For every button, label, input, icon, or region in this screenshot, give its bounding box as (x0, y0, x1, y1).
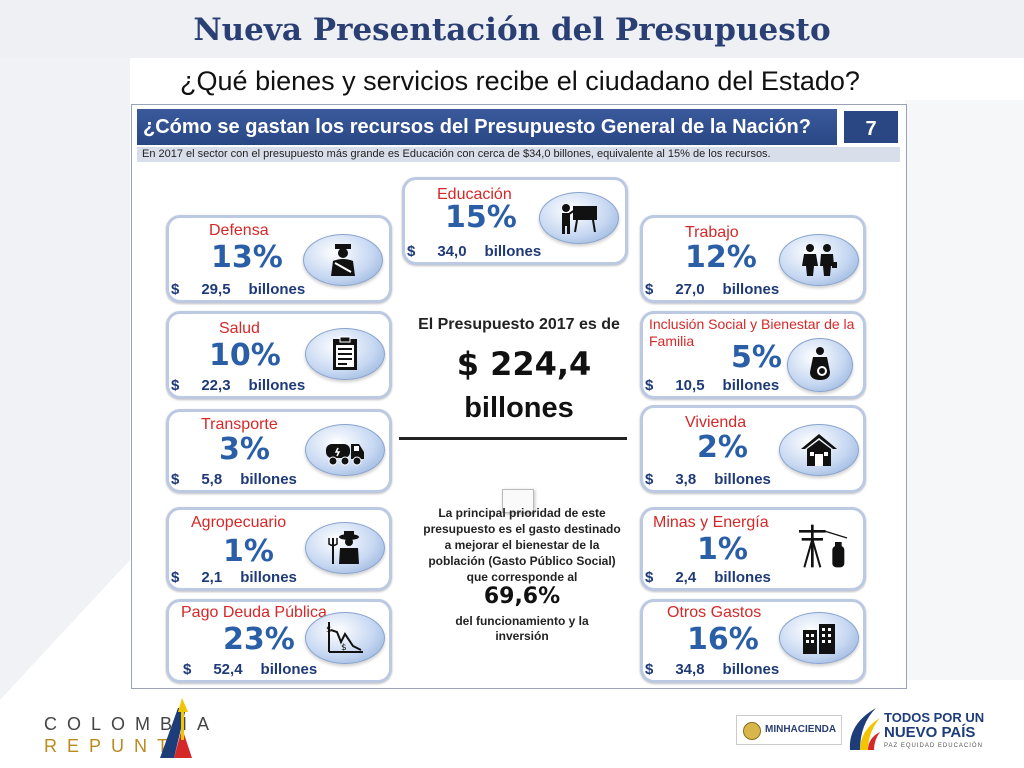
colombia-repunta-logo: COLOMBIA REPUNTA (44, 698, 214, 760)
sector-amount: $2,1 billones (171, 569, 297, 586)
pregnant-woman-icon (787, 338, 853, 392)
sector-card-agropecuario: Agropecuario 1% $2,1 billones (166, 507, 392, 591)
sector-amount: $2,4 billones (645, 569, 771, 586)
sector-percent: 2% (697, 430, 748, 465)
svg-text:$: $ (341, 643, 347, 653)
teacher-icon (539, 192, 619, 244)
total-budget-heading: El Presupuesto 2017 es de (418, 316, 620, 333)
sector-amount: $3,8 billones (645, 471, 771, 488)
arrow-logo-icon (160, 698, 192, 758)
sector-percent: 12% (685, 240, 757, 275)
sector-percent: 1% (697, 532, 748, 567)
sector-name: Salud (219, 320, 260, 337)
sector-name: Inclusión Social y Bienestar de la Famil… (649, 316, 855, 349)
seal-icon (743, 722, 761, 740)
sector-card-salud: Salud 10% $22,3 billones (166, 311, 392, 399)
sector-name: Educación (437, 186, 512, 203)
sector-percent: 16% (687, 622, 759, 657)
divider-line (399, 437, 627, 440)
sector-name: Pago Deuda Pública (181, 604, 327, 621)
infographic-number: 7 (842, 109, 900, 145)
sector-name: Minas y Energía (653, 514, 769, 531)
sector-amount: $34,8 billones (645, 661, 780, 678)
soldier-icon (303, 234, 383, 286)
sector-name: Transporte (201, 416, 278, 433)
clipboard-icon (305, 328, 385, 380)
farmer-icon (305, 522, 385, 574)
social-spending-share: 69,6% (483, 584, 561, 609)
minhacienda-logo: MINHACIENDA (736, 715, 842, 745)
power-tower-icon (783, 520, 861, 570)
sector-percent: 15% (445, 200, 517, 235)
sector-card-trabajo: Trabajo 12% $27,0 billones (640, 215, 866, 303)
sector-amount: $52,4 billones (183, 661, 318, 678)
svg-text:$: $ (326, 625, 332, 635)
placeholder-box (502, 489, 534, 513)
sector-card-transporte: Transporte 3% $5,8 billones (166, 409, 392, 493)
truck-icon (305, 424, 385, 476)
sector-amount: $22,3 billones (171, 377, 306, 394)
buildings-icon (779, 612, 859, 664)
sector-card-inclusion-social: Inclusión Social y Bienestar de la Famil… (640, 311, 866, 399)
sector-percent: 5% (731, 340, 782, 375)
sector-card-educacion: Educación 15% $34,0 billones (402, 177, 628, 265)
todos-por-un-nuevo-pais-logo: TODOS POR UN NUEVO PAÍS PAZ EQUIDAD EDUC… (846, 702, 984, 758)
debt-chart-icon: $ $ (305, 612, 385, 664)
sector-amount: $5,8 billones (171, 471, 297, 488)
sector-name: Defensa (209, 222, 269, 239)
sector-name: Trabajo (685, 224, 739, 241)
total-budget-unit: billones (464, 392, 574, 424)
priority-text: La principal prioridad de este presupues… (423, 506, 621, 584)
sector-card-minas-energia: Minas y Energía 1% $2,4 billones (640, 507, 866, 591)
sector-percent: 3% (219, 432, 270, 467)
sector-name: Otros Gastos (667, 604, 762, 621)
sector-amount: $27,0 billones (645, 281, 780, 298)
slide-title: Nueva Presentación del Presupuesto (193, 12, 831, 48)
sector-card-otros-gastos: Otros Gastos 16% $34,8 billones (640, 599, 866, 683)
slide-subtitle: ¿Qué bienes y servicios recibe el ciudad… (180, 66, 860, 96)
total-budget-value: $ 224,4 (456, 345, 592, 383)
sector-name: Vivienda (685, 414, 747, 431)
infographic-heading: ¿Cómo se gastan los recursos del Presupu… (137, 109, 837, 145)
sector-percent: 1% (223, 534, 274, 569)
wing-logo-icon (849, 708, 880, 750)
sector-card-vivienda: Vivienda 2% $3,8 billones (640, 405, 866, 493)
house-icon (779, 424, 859, 476)
sector-amount: $29,5 billones (171, 281, 306, 298)
sector-percent: 10% (209, 338, 281, 373)
workers-icon (779, 234, 859, 286)
sector-amount: $10,5 billones (645, 377, 780, 394)
sector-percent: 23% (223, 622, 295, 657)
social-spending-caption: del funcionamiento y la inversión (455, 614, 589, 643)
sector-amount: $34,0 billones (407, 243, 542, 260)
infographic-note: En 2017 el sector con el presupuesto más… (137, 147, 900, 162)
sector-card-defensa: Defensa 13% $29,5 billones (166, 215, 392, 303)
budget-infographic: ¿Cómo se gastan los recursos del Presupu… (131, 104, 907, 689)
sector-name: Agropecuario (191, 514, 287, 531)
sector-percent: 13% (211, 240, 283, 275)
sector-card-pago-deuda-publica: Pago Deuda Pública 23% $52,4 billones $ $ (166, 599, 392, 683)
